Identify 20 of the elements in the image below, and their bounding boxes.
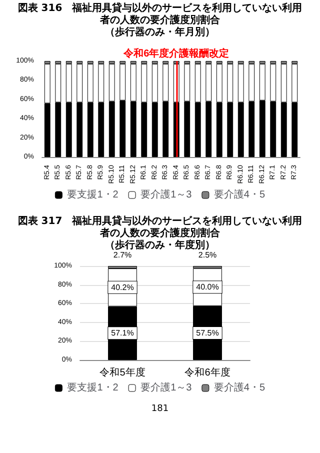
data-label: 57.1%: [111, 328, 134, 338]
data-label: 40.2%: [111, 282, 134, 292]
chart-title: 図表 317 福祉用具貸与以外のサービスを利用していない利用者の人数の要介護度別割合: [16, 216, 304, 239]
legend-label: 要支援1・2: [67, 188, 119, 200]
chart-title: 図表 316 福祉用具貸与以外のサービスを利用していない利用者の人数の要介護度別割合: [16, 3, 304, 26]
legend-label: 要介護4・5: [214, 188, 266, 200]
chart-subtitle: （歩行器のみ・年度別）: [104, 240, 216, 252]
x-tick-label: 令和6年度: [184, 366, 230, 378]
data-label: 2.7%: [113, 250, 132, 260]
legend-label: 要支援1・2: [67, 382, 119, 394]
data-label: 57.5%: [196, 328, 219, 338]
data-label: 2.5%: [198, 250, 217, 260]
legend-label: 要介護1～3: [140, 188, 192, 200]
chart-subtitle: （歩行器のみ・年月別）: [104, 27, 216, 39]
ref-line-label: 令和6年度介護報酬改定: [122, 48, 230, 60]
legend-label: 要介護4・5: [214, 382, 266, 394]
text: 181: [150, 404, 170, 414]
x-tick-label: 令和5年度: [100, 366, 146, 378]
legend-label: 要介護1～3: [140, 382, 192, 394]
data-label: 40.0%: [196, 282, 219, 292]
